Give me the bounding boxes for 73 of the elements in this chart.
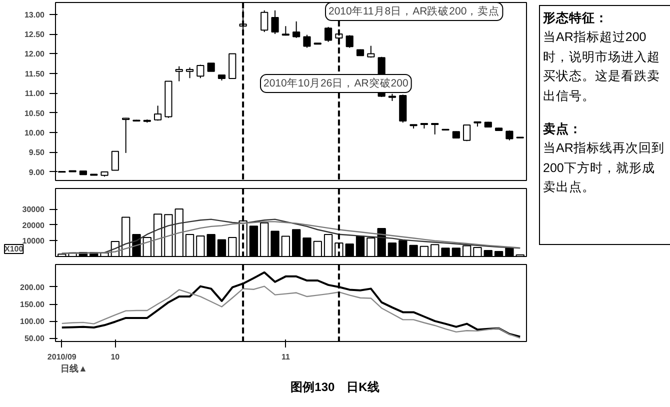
bar [228,237,237,256]
bar [409,244,418,256]
annotation: 2010年11月8日，AR跌破200，卖点 [328,4,500,18]
bar [430,244,440,256]
candlestick [271,10,279,35]
bar [473,246,482,256]
annotation: 2010年10月26日，AR突破200 [264,76,408,90]
candlestick [111,150,119,171]
bar [142,237,152,256]
text: 当AR指标线再次回到200下方时，就形成卖出点。 [543,140,666,196]
candlestick [463,124,471,142]
bar [153,214,162,256]
candlestick [431,122,439,135]
candlestick [346,34,354,48]
candlestick [324,26,332,42]
bar [260,222,269,256]
y-tick-label: 100.00 [20,317,46,326]
bar [185,234,194,256]
bar [484,250,492,256]
y-tick-label: 50.00 [24,334,46,344]
candlestick [122,117,130,154]
y-tick-label: 12.00 [24,50,46,59]
y-tick-label: 200.00 [20,282,46,292]
candlestick [260,10,268,33]
bar [345,244,354,256]
y-tick-label: 9.50 [28,148,46,158]
y-tick-label: 12.50 [24,30,46,40]
y-tick-label: 20000 [22,220,46,230]
y-tick-label: 13.00 [24,10,46,20]
y-tick-label: 10000 [22,236,46,246]
bar [302,238,312,256]
bar [494,250,504,256]
candlestick [175,66,183,82]
y-tick-label: 11.50 [24,69,46,78]
bar [452,248,461,256]
y-tick-label: 10.50 [24,108,46,118]
bar [462,245,472,256]
bar [313,240,322,256]
bar [292,229,301,256]
bar [505,248,514,256]
bar [388,242,397,256]
candlestick [303,34,311,48]
y-tick-label: 10.00 [24,128,46,138]
text: 卖点： [543,120,583,138]
bar [249,226,258,256]
bar [356,236,365,256]
y-tick-label: 30000 [22,205,46,214]
text: 形态特征： [543,10,609,27]
bar [398,240,408,256]
x-tick-label: 11 [281,352,290,362]
bar [270,230,280,256]
text: 当AR指标超过200时，说明市场进入超买状态。这是看跌卖出信号。 [543,29,661,104]
bar [164,214,173,256]
x-tick-label: 2010/09 [47,352,77,362]
bar [281,236,290,256]
candlestick [186,66,194,79]
bar [441,248,450,256]
candlestick [196,64,204,79]
bar [121,216,130,256]
y-tick-label: 11.00 [24,89,46,98]
line-series [61,286,521,339]
candlestick [292,20,300,38]
bar [217,239,226,256]
bar [420,246,429,256]
text: 日线▲ [60,364,88,374]
text: 图例130 日K线 [290,380,380,394]
y-tick-label: 150.00 [20,300,46,310]
x-tick-label: 10 [110,352,120,362]
y-tick-label: 9.00 [28,168,46,177]
candlestick [506,130,514,141]
bar [174,208,184,256]
bar [324,234,333,256]
candlestick [154,105,162,122]
